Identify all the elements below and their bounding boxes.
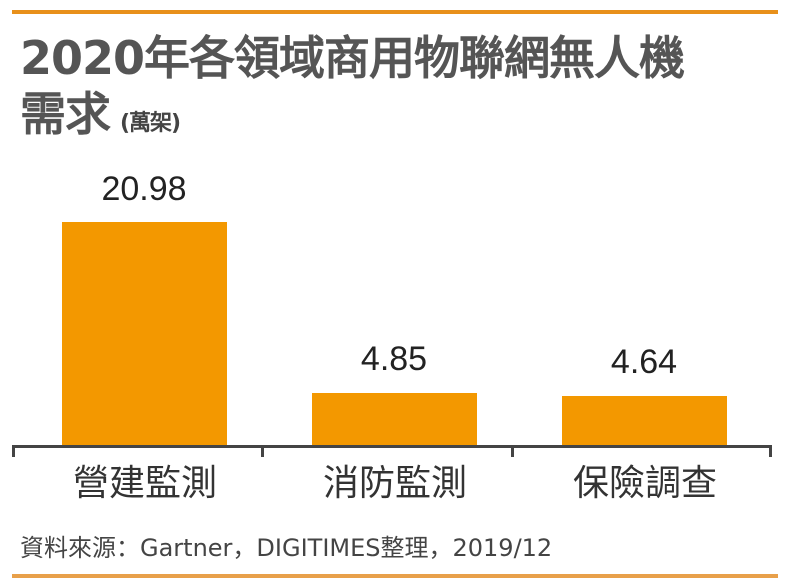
bottom-rule — [12, 574, 778, 578]
title-line-1: 2020年各領域商用物聯網無人機 — [20, 31, 685, 85]
category-label: 保險調查 — [572, 463, 717, 504]
source-note: 資料來源：Gartner，DIGITIMES整理，2019/12 — [20, 534, 553, 562]
x-axis-tick — [261, 445, 264, 457]
value-label: 4.64 — [610, 343, 678, 381]
category-label: 營建監測 — [72, 463, 217, 504]
bar — [562, 396, 727, 445]
unit-label: (萬架) — [120, 111, 181, 136]
x-axis-tick — [511, 445, 514, 457]
x-axis-tick — [769, 445, 772, 457]
title-line-2: 需求 (萬架) — [20, 87, 181, 141]
category-label: 消防監測 — [322, 463, 467, 504]
top-rule — [12, 10, 778, 14]
chart-title: 2020年各領域商用物聯網無人機 需求 (萬架) — [20, 30, 685, 152]
x-axis-line — [12, 445, 772, 448]
value-label: 4.85 — [360, 340, 428, 378]
value-label: 20.98 — [101, 170, 187, 208]
x-axis-tick — [12, 445, 15, 457]
bar — [62, 222, 227, 445]
bar — [312, 393, 477, 445]
